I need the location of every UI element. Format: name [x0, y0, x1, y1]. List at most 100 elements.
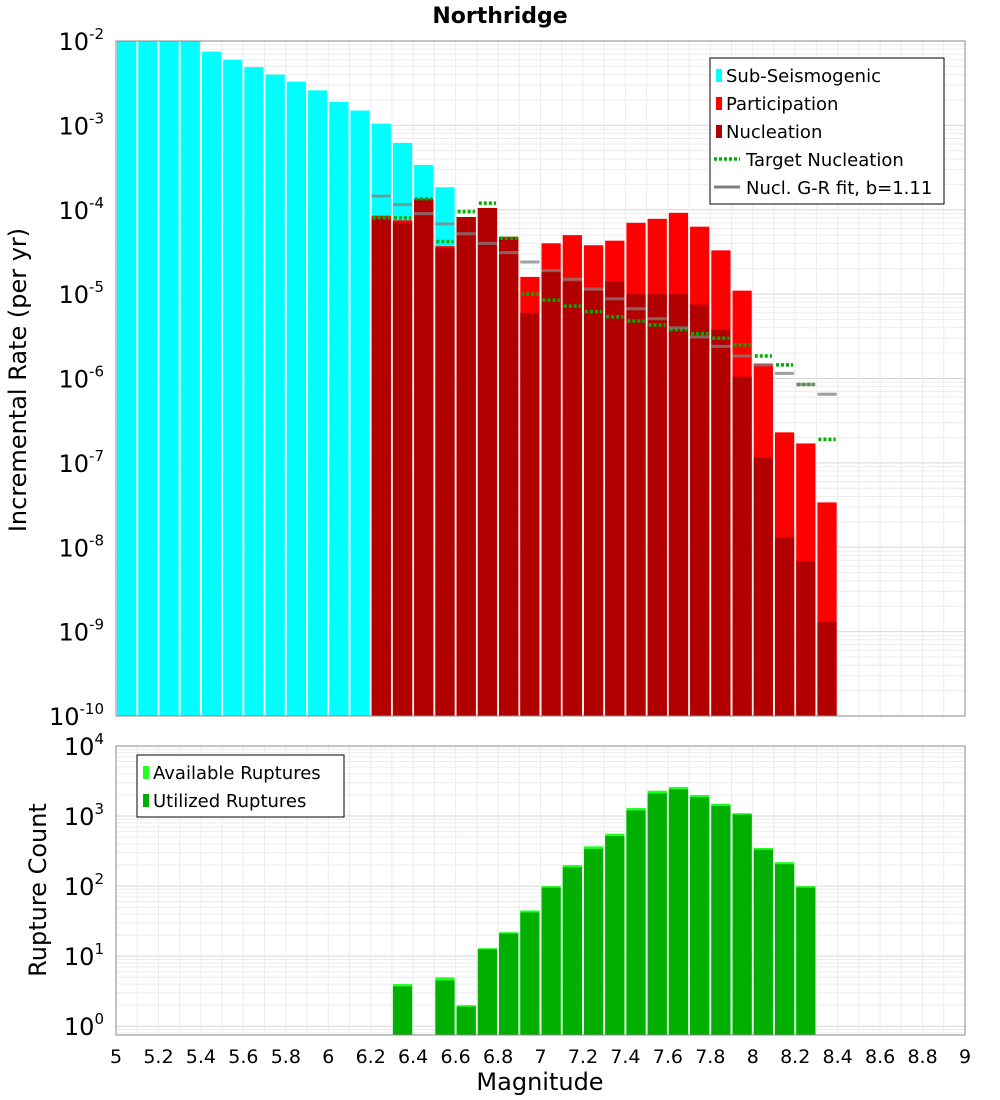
- bar-bottom-s1: [392, 986, 413, 1035]
- bar-bottom-s1: [499, 933, 519, 1035]
- bar-top-s2: [499, 238, 519, 716]
- legend-label: Nucl. G-R fit, b=1.11: [746, 178, 932, 199]
- y-tick-label: 10-4: [58, 194, 104, 225]
- legend-label: Utilized Ruptures: [153, 791, 306, 812]
- x-tick-label: 6: [322, 1046, 334, 1068]
- y-tick-label: 100: [64, 1010, 104, 1041]
- bar-bottom-s1: [605, 835, 625, 1035]
- bar-top-s0: [244, 67, 264, 716]
- bar-bottom-s1: [647, 793, 667, 1035]
- bar-top-s0: [286, 81, 307, 717]
- bar-bottom-s1: [796, 887, 816, 1035]
- bar-bottom-s1: [774, 864, 795, 1035]
- bar-top-s2: [647, 294, 667, 716]
- bar-top-s2: [774, 537, 795, 716]
- bar-bottom-s1: [520, 912, 540, 1035]
- bar-top-s0: [201, 51, 222, 717]
- x-tick-label: 7.8: [695, 1046, 725, 1068]
- bar-top-s2: [371, 217, 391, 716]
- y-tick-label: 10-8: [58, 531, 104, 562]
- x-tick-label: 5.6: [228, 1046, 258, 1068]
- x-tick-label: 8: [747, 1046, 759, 1068]
- bar-top-s2: [605, 281, 625, 716]
- x-tick-label: 8.4: [823, 1046, 853, 1068]
- legend-label: Available Ruptures: [153, 763, 321, 784]
- chart-title: Northridge: [432, 4, 567, 29]
- legend-label: Target Nucleation: [745, 150, 904, 171]
- bar-top-s0: [223, 59, 243, 716]
- bar-top-s2: [435, 248, 455, 717]
- y-tick-label: 10-2: [58, 25, 104, 56]
- bar-bottom-s1: [477, 949, 498, 1035]
- bottom-legend: Available Ruptures Utilized Ruptures: [136, 754, 345, 818]
- top-frame: [115, 40, 966, 717]
- x-tick-label: 6.2: [356, 1046, 386, 1068]
- x-tick-label: 9: [959, 1046, 971, 1068]
- bar-top-s0: [329, 101, 349, 716]
- bar-top-s0: [138, 41, 158, 716]
- bottom-y-axis-label: Rupture Count: [24, 803, 52, 977]
- y-tick-label: 10-3: [58, 109, 104, 140]
- x-tick-label: 5: [110, 1046, 122, 1068]
- bar-bottom-s1: [583, 848, 604, 1035]
- plot-layer: 10-10 10-9 10-8 10-7 10-6 10-5 10-4 10-3 10-2 Sub…: [49, 25, 971, 1068]
- bar-bottom-s1: [732, 814, 752, 1035]
- top-legend: Sub-Seismogenic Participation Nucleation Ta…: [709, 57, 945, 205]
- bar-top-s2: [796, 561, 816, 716]
- bar-bottom-s1: [435, 980, 455, 1035]
- bar-top-s2: [817, 622, 837, 716]
- legend-swatch: [716, 125, 722, 138]
- y-tick-label: 10-9: [58, 616, 104, 647]
- x-tick-label: 7.2: [568, 1046, 598, 1068]
- bar-bottom-s1: [626, 810, 646, 1035]
- bar-top-s2: [392, 222, 413, 716]
- y-tick-label: 10-6: [58, 363, 104, 394]
- legend-box: [136, 754, 345, 818]
- bar-top-s2: [690, 304, 710, 716]
- legend-label: Participation: [726, 94, 838, 115]
- top-panel: 10-10 10-9 10-8 10-7 10-6 10-5 10-4 10-3 10-2 Sub…: [49, 25, 966, 731]
- bar-top-s0: [180, 41, 200, 716]
- x-tick-label: 8.6: [865, 1046, 895, 1068]
- legend-swatch: [716, 97, 722, 110]
- legend-box: [709, 57, 945, 205]
- bar-top-s2: [583, 290, 604, 716]
- bar-top-s2: [626, 294, 646, 716]
- bar-top-s2: [753, 457, 773, 716]
- legend-label: Sub-Seismogenic: [726, 66, 881, 87]
- x-tick-label: 8.8: [907, 1046, 937, 1068]
- bar-top-s0: [265, 74, 285, 717]
- y-tick-label: 102: [64, 870, 104, 901]
- bar-bottom-s1: [753, 849, 773, 1035]
- x-tick-label: 6.4: [398, 1046, 428, 1068]
- bar-top-s2: [668, 294, 689, 716]
- bar-top-s2: [541, 270, 561, 716]
- x-axis-label: Magnitude: [476, 1068, 603, 1096]
- bar-bottom-s1: [456, 1006, 476, 1035]
- bottom-panel: 100 101 102 103 104 5 5.2 5.4 5.6 5.8 6 6.2 6.4 6.6 6.…: [64, 730, 971, 1068]
- x-tick-label: 7.4: [610, 1046, 640, 1068]
- bar-top-s0: [159, 41, 179, 716]
- y-tick-label: 10-5: [58, 278, 104, 309]
- bar-top-s2: [711, 329, 731, 716]
- bar-top-s2: [477, 207, 498, 716]
- bar-bottom-s1: [668, 789, 689, 1035]
- x-tick-label: 6.6: [440, 1046, 470, 1068]
- x-tick-label: 8.2: [780, 1046, 810, 1068]
- x-tick-label: 5.8: [271, 1046, 301, 1068]
- x-tick-label: 5.2: [143, 1046, 173, 1068]
- x-tick-label: 7: [534, 1046, 546, 1068]
- y-tick-label: 103: [64, 800, 104, 831]
- bar-top-s2: [562, 281, 582, 716]
- y-tick-label: 104: [64, 730, 104, 761]
- bottom-frame: [115, 745, 966, 1036]
- bar-top-s2: [456, 217, 476, 716]
- bar-top-s0: [117, 41, 137, 716]
- legend-swatch: [143, 794, 149, 807]
- y-tick-label: 10-10: [49, 700, 104, 731]
- x-tick-label: 5.4: [186, 1046, 216, 1068]
- bar-bottom-s1: [711, 805, 731, 1035]
- x-tick-label: 7.6: [653, 1046, 683, 1068]
- y-tick-label: 10-7: [58, 447, 104, 478]
